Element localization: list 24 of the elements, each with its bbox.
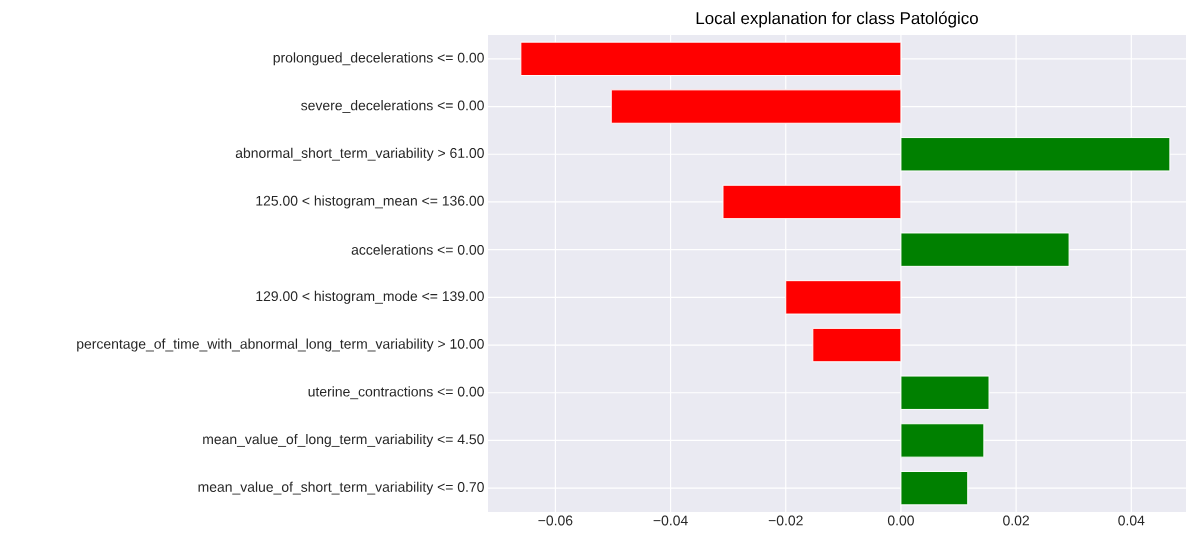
bar <box>610 89 902 124</box>
bar <box>812 327 902 363</box>
y-tick-label: uterine_contractions <= 0.00 <box>308 386 484 400</box>
x-tick-label: −0.04 <box>653 515 688 526</box>
x-tick-label: −0.06 <box>538 515 573 526</box>
y-tick-label: 129.00 < histogram_mode <= 139.00 <box>256 290 484 304</box>
y-tick-label: prolongued_decelerations <= 0.00 <box>273 52 484 66</box>
y-tick-label: mean_value_of_short_term_variability <= 0.70 <box>198 481 484 495</box>
bar <box>900 375 990 410</box>
y-tick-label: abnormal_short_term_variability > 61.00 <box>235 147 484 161</box>
x-tick-label: −0.02 <box>768 515 803 526</box>
chart-title: Local explanation for class Patológico <box>696 11 978 28</box>
x-tick-label: 0.00 <box>887 515 914 526</box>
bar <box>900 232 1070 267</box>
bar <box>785 280 902 315</box>
x-tick-label: 0.04 <box>1118 515 1145 526</box>
y-tick-label: 125.00 < histogram_mean <= 136.00 <box>256 195 484 209</box>
y-tick-label: mean_value_of_long_term_variability <= 4.50 <box>203 433 484 447</box>
y-tick-label: accelerations <= 0.00 <box>351 244 484 255</box>
bar <box>722 184 902 220</box>
y-tick-label: percentage_of_time_with_abnormal_long_term_variability > 10.00 <box>77 338 484 352</box>
bar <box>900 423 985 458</box>
y-tick-label: severe_decelerations <= 0.00 <box>301 100 484 113</box>
x-tick-label: 0.02 <box>1003 515 1029 526</box>
